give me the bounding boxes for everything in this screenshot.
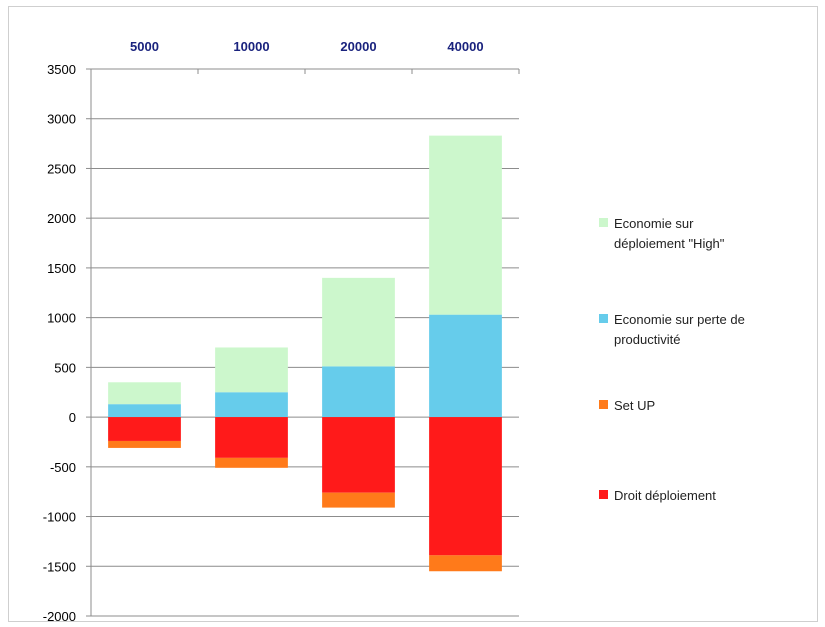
y-tick-label: -1500 (43, 559, 76, 574)
axes (86, 68, 520, 617)
legend-swatch (599, 490, 608, 499)
y-tick-label: 2000 (47, 211, 76, 226)
legend-label: déploiement "High" (614, 236, 725, 251)
legend-label: Droit déploiement (614, 488, 716, 503)
y-tick-label: -500 (50, 460, 76, 475)
y-tick-label: 3000 (47, 112, 76, 127)
chart-frame: 3500 3000 2500 2000 1500 1000 500 0 -500 -1000 -15… (8, 6, 818, 622)
legend-swatch (599, 218, 608, 227)
bar-segment (108, 382, 181, 405)
category-label: 40000 (447, 39, 483, 54)
bar-segment (429, 314, 502, 418)
legend-swatch (599, 314, 608, 323)
bar-segment (429, 417, 502, 556)
bar-segment (322, 492, 395, 508)
bar-segment (429, 135, 502, 315)
bars (108, 135, 502, 572)
bar-segment (215, 392, 288, 418)
category-label: 10000 (233, 39, 269, 54)
category-label: 5000 (130, 39, 159, 54)
y-tick-labels: 3500 3000 2500 2000 1500 1000 500 0 -500 -1000 -15… (43, 62, 76, 621)
stacked-bar-chart: 3500300025002000150010005000-500-1000-15… (43, 39, 745, 621)
bar-segment (108, 417, 181, 441)
legend-swatch (599, 400, 608, 409)
y-tick-label: 1000 (47, 311, 76, 326)
legend-label: Set UP (614, 398, 655, 413)
bar-segment (108, 404, 181, 418)
y-tick-label: 0 (69, 410, 76, 425)
legend-label: Economie sur (614, 216, 694, 231)
y-tick-label: 2500 (47, 161, 76, 176)
bar-segment (215, 457, 288, 468)
y-tick-label: -1000 (43, 510, 76, 525)
legend-label: productivité (614, 332, 680, 347)
y-tick-label: 1500 (47, 261, 76, 276)
bar-segment (108, 440, 181, 448)
bar-segment (322, 277, 395, 367)
y-tick-label: 500 (54, 360, 76, 375)
category-labels: 5000 10000 20000 40000 (130, 39, 484, 54)
bar-segment (215, 347, 288, 393)
y-tick-label: -2000 (43, 609, 76, 621)
legend-label: Economie sur perte de (614, 312, 745, 327)
bar-segment (322, 366, 395, 418)
legend: Economie sur déploiement "High" Economie s… (599, 216, 745, 503)
y-tick-label: 3500 (47, 62, 76, 77)
category-label: 20000 (340, 39, 376, 54)
bar-segment (322, 417, 395, 493)
bar-segment (429, 555, 502, 572)
bar-segment (215, 417, 288, 458)
